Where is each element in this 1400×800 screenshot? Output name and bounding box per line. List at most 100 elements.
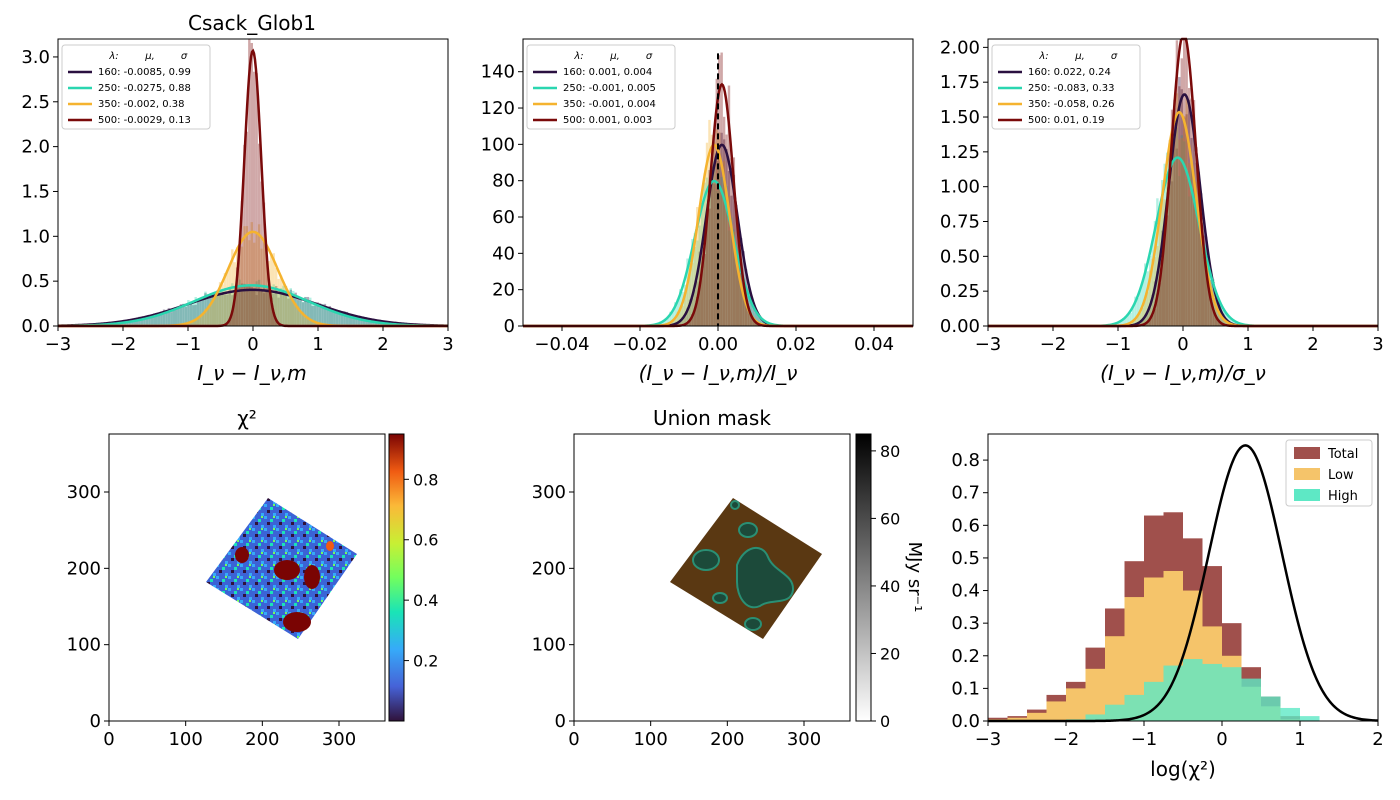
histogram-bar <box>367 319 370 326</box>
histogram-bar <box>148 316 151 326</box>
histogram-bar <box>136 319 139 326</box>
histogram-bar <box>357 316 361 326</box>
histogram-bar <box>206 306 210 326</box>
y-tick-label: 0.0 <box>951 711 980 732</box>
histogram-bar <box>282 285 285 326</box>
histogram-bar <box>681 305 684 326</box>
histogram-bar <box>710 159 714 326</box>
histogram-bar <box>248 285 251 326</box>
histogram-bar <box>681 291 684 326</box>
histogram-bar <box>1219 314 1222 326</box>
histogram-bar <box>265 244 268 326</box>
x-tick-label: 100 <box>633 729 667 750</box>
y-tick-label: 1.0 <box>21 226 50 247</box>
histogram-bar <box>708 188 711 326</box>
histogram-bar <box>693 233 697 326</box>
histogram-bar <box>683 284 687 326</box>
histogram-bar <box>182 304 185 326</box>
histogram-bar <box>1219 323 1222 326</box>
histogram-bar <box>727 230 731 326</box>
histogram-bar <box>674 316 677 326</box>
histogram-bar <box>279 288 283 326</box>
histogram-bar <box>1161 230 1164 326</box>
y-tick-label: 2.0 <box>21 137 50 158</box>
histogram-bar <box>155 316 158 326</box>
histogram-bar <box>722 160 726 326</box>
histogram-bar <box>255 295 258 326</box>
histogram-bar <box>686 258 689 326</box>
legend-header: λ: <box>1038 51 1048 62</box>
legend-entry: High <box>1328 489 1358 504</box>
x-tick-label: 1 <box>312 334 323 355</box>
histogram-bar <box>311 305 314 326</box>
histogram-bar <box>155 314 158 326</box>
histogram-bar <box>730 158 733 326</box>
histogram-bar <box>1187 196 1191 326</box>
histogram-bar <box>713 164 716 326</box>
histogram-bar <box>676 311 679 326</box>
histogram-bar <box>311 304 314 326</box>
histogram-bar <box>175 306 178 326</box>
histogram-bar <box>316 306 319 326</box>
histogram-bar <box>216 290 219 326</box>
histogram-bar <box>189 301 193 326</box>
histogram-bar <box>165 312 168 326</box>
histogram-bar <box>143 317 146 326</box>
histogram-bar <box>296 300 300 326</box>
histogram-bar <box>240 290 244 326</box>
x-tick-label: 2 <box>1372 729 1383 750</box>
histogram-bar <box>1161 250 1164 326</box>
histogram-bar <box>683 316 687 326</box>
x-tick-label: 0 <box>1177 334 1188 355</box>
histogram-bar <box>725 185 728 326</box>
mask-region <box>712 592 728 604</box>
legend-box <box>61 44 211 130</box>
x-tick-label: 3 <box>442 334 453 355</box>
histogram-bar <box>331 310 334 326</box>
histogram-bar <box>1170 109 1174 326</box>
histogram-bar <box>664 319 667 326</box>
histogram-bar <box>160 314 163 326</box>
histogram-bar <box>696 297 699 326</box>
histogram-bar <box>228 319 232 326</box>
histogram-bar <box>1126 313 1130 326</box>
histogram-bar <box>1085 714 1105 721</box>
y-tick-label: 120 <box>481 98 515 119</box>
histogram-bar <box>744 298 748 326</box>
histogram-bar <box>250 222 253 326</box>
histogram-bar <box>752 318 755 326</box>
histogram-bar <box>1204 265 1208 326</box>
y-tick-label: 0 <box>504 316 515 337</box>
histogram-bar <box>1131 306 1135 326</box>
histogram-bar <box>177 306 180 326</box>
histogram-bar <box>1124 694 1144 721</box>
histogram-bar <box>710 134 714 326</box>
histogram-bar <box>121 322 124 326</box>
legend-header: μ, <box>1074 51 1085 62</box>
y-tick-label: 0.8 <box>951 450 980 471</box>
histogram-bar <box>698 286 701 326</box>
y-tick-label: 0.2 <box>951 646 980 667</box>
x-tick-label: 1 <box>1294 729 1305 750</box>
x-tick-label: −0.04 <box>534 334 589 355</box>
histogram-bar <box>1007 717 1027 721</box>
histogram-bar <box>1183 141 1186 326</box>
histogram-bar <box>661 320 665 326</box>
histogram-bar <box>194 297 197 326</box>
histogram-bar <box>265 291 268 326</box>
histogram-bar <box>1175 40 1179 326</box>
histogram-bar <box>1139 312 1142 326</box>
histogram-bar <box>1124 316 1127 326</box>
histogram-bar <box>754 322 757 326</box>
histogram-bar <box>231 283 234 326</box>
histogram-bar <box>752 318 755 326</box>
histogram-bar <box>708 119 711 326</box>
histogram-bar <box>196 300 200 326</box>
histogram-bar <box>1212 310 1215 326</box>
histogram-bar <box>211 298 214 326</box>
x-tick-label: −3 <box>975 729 1002 750</box>
histogram-bar <box>1180 89 1183 326</box>
histogram-bar <box>177 307 180 326</box>
y-tick-label: 300 <box>67 482 101 503</box>
histogram-bar <box>1207 283 1210 326</box>
